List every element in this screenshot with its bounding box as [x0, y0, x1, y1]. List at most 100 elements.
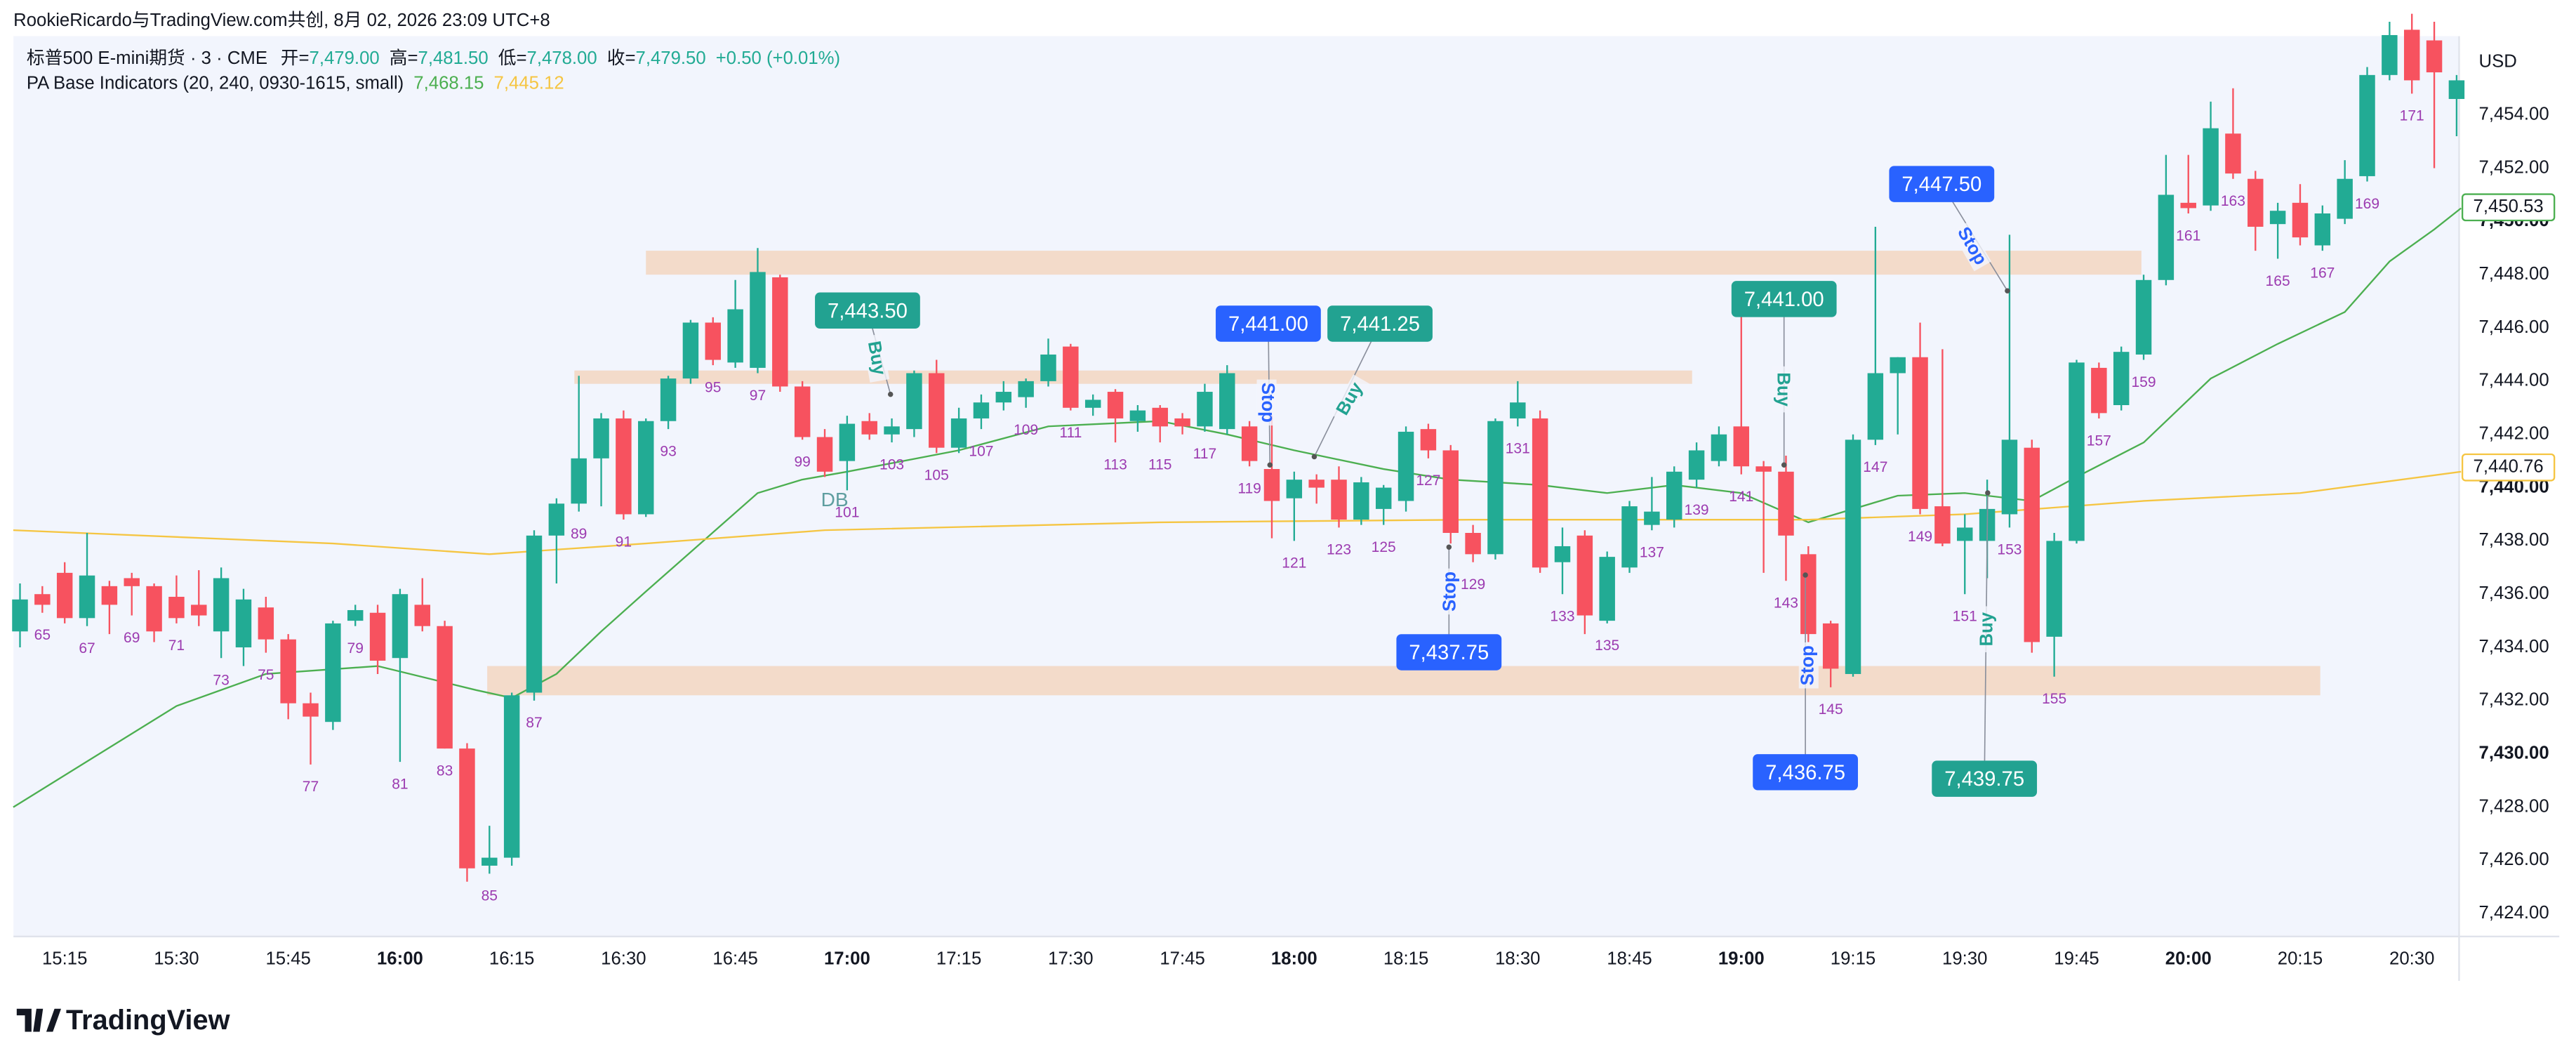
- candle-body: [1397, 431, 1414, 501]
- signal-bg: [1330, 374, 1371, 425]
- candle-body: [2337, 178, 2353, 219]
- signal-bg: [1256, 379, 1277, 426]
- tip: [2005, 288, 2010, 293]
- y-tick-label: 7,430.00: [2479, 744, 2549, 763]
- candle-body: [616, 418, 632, 515]
- candle-body: [2403, 29, 2420, 81]
- candle-body: [682, 322, 699, 379]
- bar-number: 125: [1372, 539, 1396, 555]
- candle-body: [1241, 426, 1258, 461]
- candle-body: [1018, 381, 1034, 397]
- currency: USD: [2479, 52, 2517, 72]
- candle-body: [1644, 511, 1660, 525]
- candle-body: [1308, 480, 1324, 488]
- y-tick-label: 7,454.00: [2479, 105, 2549, 124]
- bar-number: 81: [392, 776, 408, 792]
- logo-text: TradingView: [66, 1005, 231, 1036]
- candle-body: [2135, 279, 2152, 355]
- logo: TradingView: [16, 1005, 231, 1036]
- tip: [1781, 462, 1787, 468]
- ohlc-value: 7,478.00: [527, 48, 597, 68]
- symbol: 标普500 E-mini期货 · 3 · CME: [27, 48, 267, 68]
- signal: Buy: [1977, 612, 1997, 646]
- candle-body: [2158, 194, 2175, 280]
- signal-bg: [1977, 606, 1998, 652]
- candle-body: [2069, 362, 2085, 541]
- price-box: [1753, 754, 1858, 791]
- ohlc-value: 7,479.50: [636, 48, 706, 68]
- x-tick-label: 18:45: [1607, 949, 1652, 968]
- candle-body: [816, 437, 833, 472]
- price-tag-label: 7,440.76: [2474, 457, 2544, 477]
- bar-number: 159: [2131, 374, 2156, 390]
- signal: Stop: [1258, 383, 1277, 423]
- x-tick-label: 16:45: [712, 949, 757, 968]
- candle-body: [12, 599, 28, 632]
- y-tick-label: 7,448.00: [2479, 264, 2549, 284]
- bar-number: 103: [879, 456, 904, 473]
- candle-body: [1152, 407, 1168, 427]
- bar-number: 87: [526, 715, 542, 731]
- price-box: [1731, 281, 1837, 317]
- x-tick-label: 17:00: [824, 949, 870, 968]
- candle-body: [638, 421, 654, 515]
- symbol-line: 标普500 E-mini期货 · 3 · CME 开=7,479.00 高=7,48…: [27, 48, 840, 68]
- tip: [887, 391, 894, 397]
- bar-number: 147: [1863, 459, 1887, 475]
- bar-number: 129: [1461, 576, 1485, 593]
- price-box: [815, 292, 920, 329]
- y-tick-label: 7,426.00: [2479, 850, 2549, 869]
- x-tick-label: 18:00: [1271, 949, 1317, 968]
- x-tick-label: 15:15: [42, 949, 87, 968]
- bar-number: 75: [258, 667, 274, 683]
- signal-bg: [862, 334, 890, 383]
- x-tick-label: 20:15: [2278, 949, 2323, 968]
- candle-body: [1912, 357, 1928, 509]
- candle-body: [1957, 527, 1973, 541]
- bar-number: 97: [750, 388, 766, 404]
- candle-body: [101, 586, 118, 605]
- candle-body: [2359, 74, 2375, 176]
- x-tick-label: 16:30: [601, 949, 646, 968]
- price-box: [1327, 305, 1433, 342]
- tip: [1267, 462, 1273, 468]
- candle-body: [325, 623, 341, 722]
- candle-body: [280, 639, 296, 704]
- candle-body: [1510, 402, 1526, 418]
- candle-body: [1442, 450, 1459, 534]
- bar-number: 77: [303, 779, 319, 795]
- candle-body: [794, 386, 811, 437]
- bar-number: 149: [1908, 529, 1932, 545]
- candle-body: [1219, 373, 1235, 430]
- bar-number: 141: [1729, 489, 1753, 505]
- y-tick-label: 7,434.00: [2479, 637, 2549, 656]
- indicator-value: 7,445.12: [494, 73, 564, 93]
- bar-number: 89: [571, 526, 587, 542]
- indicator: PA Base Indicators (20, 240, 0930-1615, …: [27, 73, 404, 93]
- zone: [487, 666, 2321, 696]
- candle-body: [593, 418, 609, 458]
- candle-body: [973, 402, 990, 418]
- price-tag: [2461, 453, 2556, 482]
- y-tick-label: 7,424.00: [2479, 903, 2549, 923]
- signal: Buy: [1774, 372, 1793, 407]
- bar-number: 107: [969, 443, 993, 459]
- price-box-label: 7,441.00: [1744, 289, 1824, 311]
- bar-number: 111: [1059, 425, 1082, 441]
- candle-body: [369, 612, 386, 661]
- bar-number: 157: [2087, 433, 2111, 449]
- candle-body: [1420, 429, 1437, 451]
- candle-body: [392, 594, 409, 659]
- chart-area: [13, 36, 2459, 937]
- candle-body: [884, 426, 900, 435]
- candle-body: [1174, 418, 1190, 427]
- price-box-label: 7,436.75: [1765, 762, 1845, 784]
- price-box: [1932, 760, 2038, 797]
- candle-body: [1890, 357, 1906, 374]
- x-tick-label: 19:45: [2054, 949, 2099, 968]
- ohlc-value: 7,479.00: [310, 48, 380, 68]
- bar-number: 119: [1237, 481, 1261, 497]
- candle-body: [213, 578, 230, 632]
- candle-body: [1800, 554, 1817, 635]
